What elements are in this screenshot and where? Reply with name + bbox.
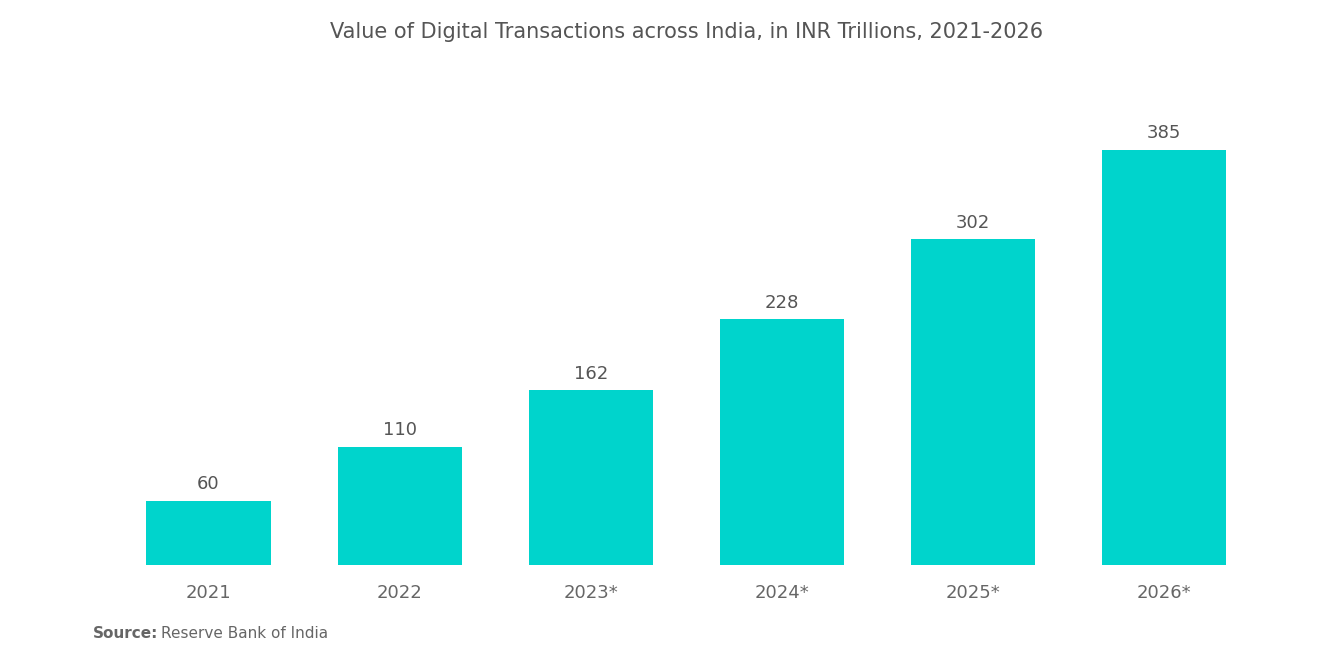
Text: 162: 162 xyxy=(574,365,609,383)
Text: 302: 302 xyxy=(956,214,990,232)
Bar xyxy=(338,447,462,565)
Bar xyxy=(719,319,843,565)
Text: 228: 228 xyxy=(764,294,799,312)
Bar xyxy=(911,239,1035,565)
Text: Source:: Source: xyxy=(92,626,158,642)
Text: 60: 60 xyxy=(197,475,220,493)
Bar xyxy=(147,501,271,565)
Text: 385: 385 xyxy=(1147,124,1181,142)
Text: Reserve Bank of India: Reserve Bank of India xyxy=(161,626,329,642)
Bar xyxy=(1102,150,1226,565)
Bar xyxy=(529,390,653,565)
Title: Value of Digital Transactions across India, in INR Trillions, 2021-2026: Value of Digital Transactions across Ind… xyxy=(330,22,1043,42)
Text: 110: 110 xyxy=(383,421,417,439)
